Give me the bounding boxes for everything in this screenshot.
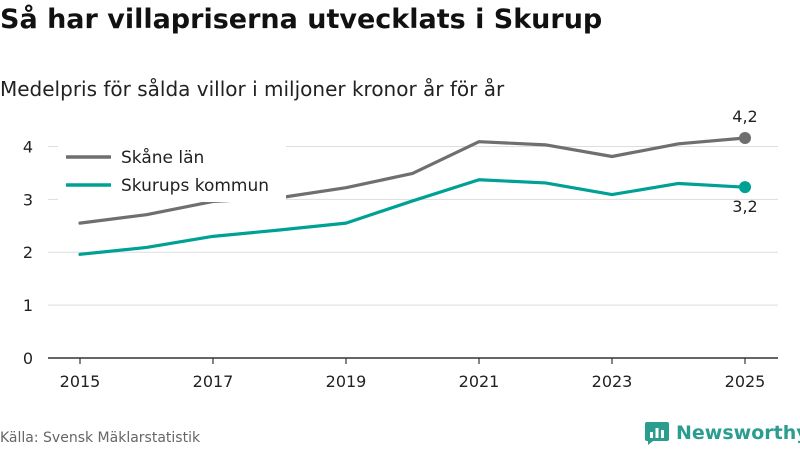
series-line-0: [78, 136, 747, 225]
y-tick-label-1: 1: [23, 296, 33, 315]
x-tick-label-2017: 2017: [193, 372, 234, 391]
y-tick-label-0: 0: [23, 349, 33, 368]
legend-label-0: Skåne län: [121, 147, 204, 168]
end-value-label-1: 3,2: [732, 197, 757, 216]
source-note: Källa: Svensk Mäklarstatistik: [0, 430, 201, 446]
x-tick-label-2021: 2021: [459, 372, 500, 391]
series-endpoint-0: [739, 131, 751, 144]
series-line-1: [78, 178, 747, 256]
newsworthy-logo[interactable]: Newsworthy: [644, 420, 800, 446]
chart-subtitle: Medelpris för sålda villor i miljoner kr…: [0, 77, 505, 101]
end-value-label-0: 4,2: [732, 107, 757, 126]
series-endpoint-1: [739, 181, 751, 194]
y-tick-label-4: 4: [23, 137, 33, 156]
legend-background: [58, 140, 286, 202]
x-tick-label-2025: 2025: [725, 372, 766, 391]
newsworthy-icon: [645, 422, 669, 445]
legend: Skåne län Skurups kommun: [58, 140, 286, 202]
chart-title: Så har villapriserna utvecklats i Skurup: [0, 4, 603, 35]
x-tick-label-2015: 2015: [60, 372, 101, 391]
line-chart: 0 1 2 3 4 2015 2017 2019 2021 2023 2025 4,2 3,2 Sk…: [23, 107, 778, 391]
x-axis: 2015 2017 2019 2021 2023 2025: [48, 357, 778, 391]
x-tick-label-2019: 2019: [326, 372, 367, 391]
series-lines: 4,2 3,2: [78, 107, 758, 256]
x-tick-label-2023: 2023: [592, 372, 633, 391]
y-tick-label-3: 3: [23, 190, 33, 209]
legend-label-1: Skurups kommun: [121, 176, 269, 196]
brand-name: Newsworthy: [676, 422, 800, 444]
y-tick-label-2: 2: [23, 243, 33, 262]
